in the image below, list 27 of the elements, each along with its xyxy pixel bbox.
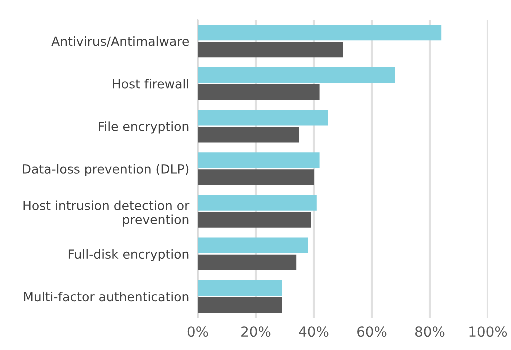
x-tick-label: 80% bbox=[416, 326, 445, 338]
y-tick-label: Data-loss prevention (DLP) bbox=[23, 164, 189, 176]
bar bbox=[198, 152, 320, 168]
bar bbox=[198, 42, 343, 58]
x-tick-label: 0% bbox=[188, 326, 208, 338]
x-tick-label: 20% bbox=[242, 326, 271, 338]
y-tick-label: Full-disk encryption bbox=[68, 249, 189, 262]
y-tick-label: Antivirus/Antimalware bbox=[52, 36, 190, 48]
bar bbox=[198, 195, 317, 211]
x-tick-label: 40% bbox=[299, 326, 329, 338]
bar bbox=[198, 84, 320, 100]
bar bbox=[198, 280, 282, 296]
bar bbox=[198, 238, 308, 254]
y-tick-label: Host intrusion detection or prevention bbox=[24, 200, 190, 227]
bar bbox=[198, 254, 297, 270]
y-tick-label: Multi-factor authentication bbox=[24, 292, 189, 302]
y-tick-label: Host firewall bbox=[113, 79, 188, 89]
x-tick-label: 100% bbox=[470, 326, 508, 338]
bar bbox=[198, 110, 328, 126]
bar bbox=[198, 68, 396, 84]
bar bbox=[198, 170, 314, 186]
y-tick-label: File encryption bbox=[99, 122, 189, 134]
bar bbox=[198, 297, 282, 314]
bar bbox=[198, 212, 312, 228]
bar bbox=[198, 127, 300, 143]
x-tick-label: 60% bbox=[358, 326, 387, 338]
bar bbox=[198, 24, 442, 41]
